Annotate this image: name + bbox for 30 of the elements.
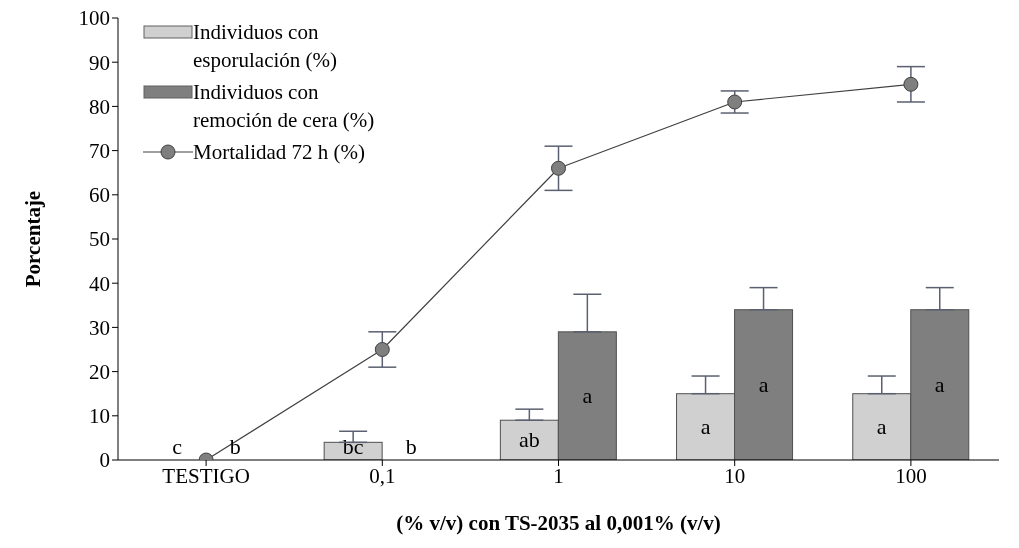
x-tick-label: 1 [553, 463, 564, 488]
annotation: b [405, 434, 417, 459]
data-label: a [758, 371, 769, 397]
y-axis-title: Porcentaje [21, 190, 46, 288]
y-tick-label: 10 [89, 404, 110, 429]
y-tick-label: 80 [89, 94, 110, 119]
legend-label: Mortalidad 72 h (%) [193, 139, 367, 166]
y-tick-label: 60 [89, 183, 110, 208]
x-tick-label: 0,1 [369, 463, 396, 488]
y-tick-label: 40 [89, 271, 110, 296]
data-label: a [876, 413, 887, 439]
data-label: a [934, 371, 945, 397]
x-tick-label: 100 [895, 463, 927, 488]
annotation: b [229, 434, 241, 459]
data-label: ab [518, 427, 540, 453]
x-axis-title: (% v/v) con TS-2035 al 0,001% (v/v) [396, 511, 721, 535]
y-tick-label: 70 [89, 139, 110, 164]
legend-label: Individuos con remoción de cera (%) [193, 79, 376, 134]
x-tick-label: 10 [724, 463, 746, 488]
y-tick-label: 100 [78, 6, 110, 31]
x-tick-label: TESTIGO [162, 463, 250, 488]
annotation: c [172, 434, 183, 459]
y-tick-label: 90 [89, 50, 110, 75]
data-label: a [582, 382, 593, 408]
legend-label: Individuos con esporulación (%) [193, 19, 339, 74]
data-label: a [700, 413, 711, 439]
y-tick-label: 30 [89, 315, 110, 340]
y-tick-label: 20 [89, 360, 110, 385]
y-tick-label: 50 [89, 227, 110, 252]
y-tick-label: 0 [99, 448, 110, 473]
